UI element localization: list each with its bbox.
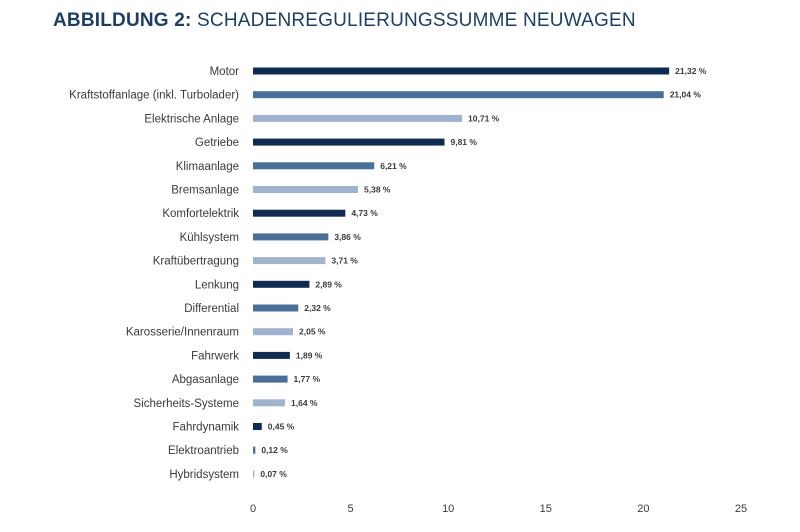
data-label: 0,07 % xyxy=(260,469,287,479)
category-label: Getriebe xyxy=(195,137,239,149)
data-label: 10,71 % xyxy=(468,113,500,123)
data-label: 6,21 % xyxy=(380,161,407,171)
bar xyxy=(253,470,255,478)
bar xyxy=(253,304,299,312)
data-label: 2,05 % xyxy=(299,327,326,337)
category-label: Kraftstoffanlage (inkl. Turbolader) xyxy=(69,90,239,102)
data-label: 0,12 % xyxy=(261,445,288,455)
bar xyxy=(253,114,463,122)
data-label: 1,64 % xyxy=(291,398,318,408)
bar xyxy=(253,280,310,288)
chart-title-text: SCHADENREGULIERUNGSSUMME NEUWAGEN xyxy=(191,10,636,31)
chart-title-number: ABBILDUNG 2: xyxy=(53,10,192,31)
data-label: 3,86 % xyxy=(334,232,361,242)
bar xyxy=(253,233,329,241)
category-label: Sicherheits-Systeme xyxy=(134,398,239,410)
category-label: Elektrische Anlage xyxy=(144,113,239,125)
category-label: Lenkung xyxy=(195,279,239,291)
x-tick-label: 5 xyxy=(348,503,354,515)
category-label: Bremsanlage xyxy=(171,185,239,197)
data-label: 4,73 % xyxy=(351,208,378,218)
x-tick-label: 15 xyxy=(540,503,552,515)
category-label: Fahrdynamik xyxy=(173,422,240,434)
data-label: 5,38 % xyxy=(364,185,391,195)
x-tick-label: 20 xyxy=(637,503,649,515)
category-label: Abgasanlage xyxy=(172,374,239,386)
bar xyxy=(253,399,286,407)
category-label: Komfortelektrik xyxy=(162,208,239,220)
x-tick-label: 10 xyxy=(442,503,454,515)
bar xyxy=(253,375,288,383)
category-label: Kraftübertragung xyxy=(153,256,239,268)
data-label: 21,04 % xyxy=(670,90,702,100)
x-tick-label: 25 xyxy=(735,503,747,515)
data-label: 2,32 % xyxy=(304,303,331,313)
bar xyxy=(253,328,294,336)
bar xyxy=(253,67,670,75)
x-tick-label: 0 xyxy=(250,503,256,515)
category-label: Klimaanlage xyxy=(176,161,239,173)
category-label: Motor xyxy=(210,66,240,78)
bar xyxy=(253,257,326,265)
data-label: 1,77 % xyxy=(294,374,321,384)
category-label: Differential xyxy=(184,303,239,315)
bar xyxy=(253,423,262,430)
data-label: 0,45 % xyxy=(268,422,295,432)
category-label: Kühlsystem xyxy=(180,232,239,244)
bar xyxy=(253,91,664,99)
bar xyxy=(253,138,445,146)
bar xyxy=(253,162,375,170)
bar xyxy=(253,186,359,193)
category-label: Elektroantrieb xyxy=(168,445,239,457)
category-label: Hybridsystem xyxy=(169,469,239,481)
bar xyxy=(253,446,256,454)
category-label: Karosserie/Innenraum xyxy=(126,327,239,339)
bar xyxy=(253,351,290,359)
data-label: 1,89 % xyxy=(296,350,323,360)
data-label: 21,32 % xyxy=(675,66,707,76)
category-label: Fahrwerk xyxy=(191,350,239,362)
data-label: 2,89 % xyxy=(315,279,342,289)
bar xyxy=(253,209,346,217)
data-label: 9,81 % xyxy=(450,137,477,147)
chart-title: ABBILDUNG 2: SCHADENREGULIERUNGSSUMME NE… xyxy=(53,10,636,32)
data-label: 3,71 % xyxy=(331,256,358,266)
